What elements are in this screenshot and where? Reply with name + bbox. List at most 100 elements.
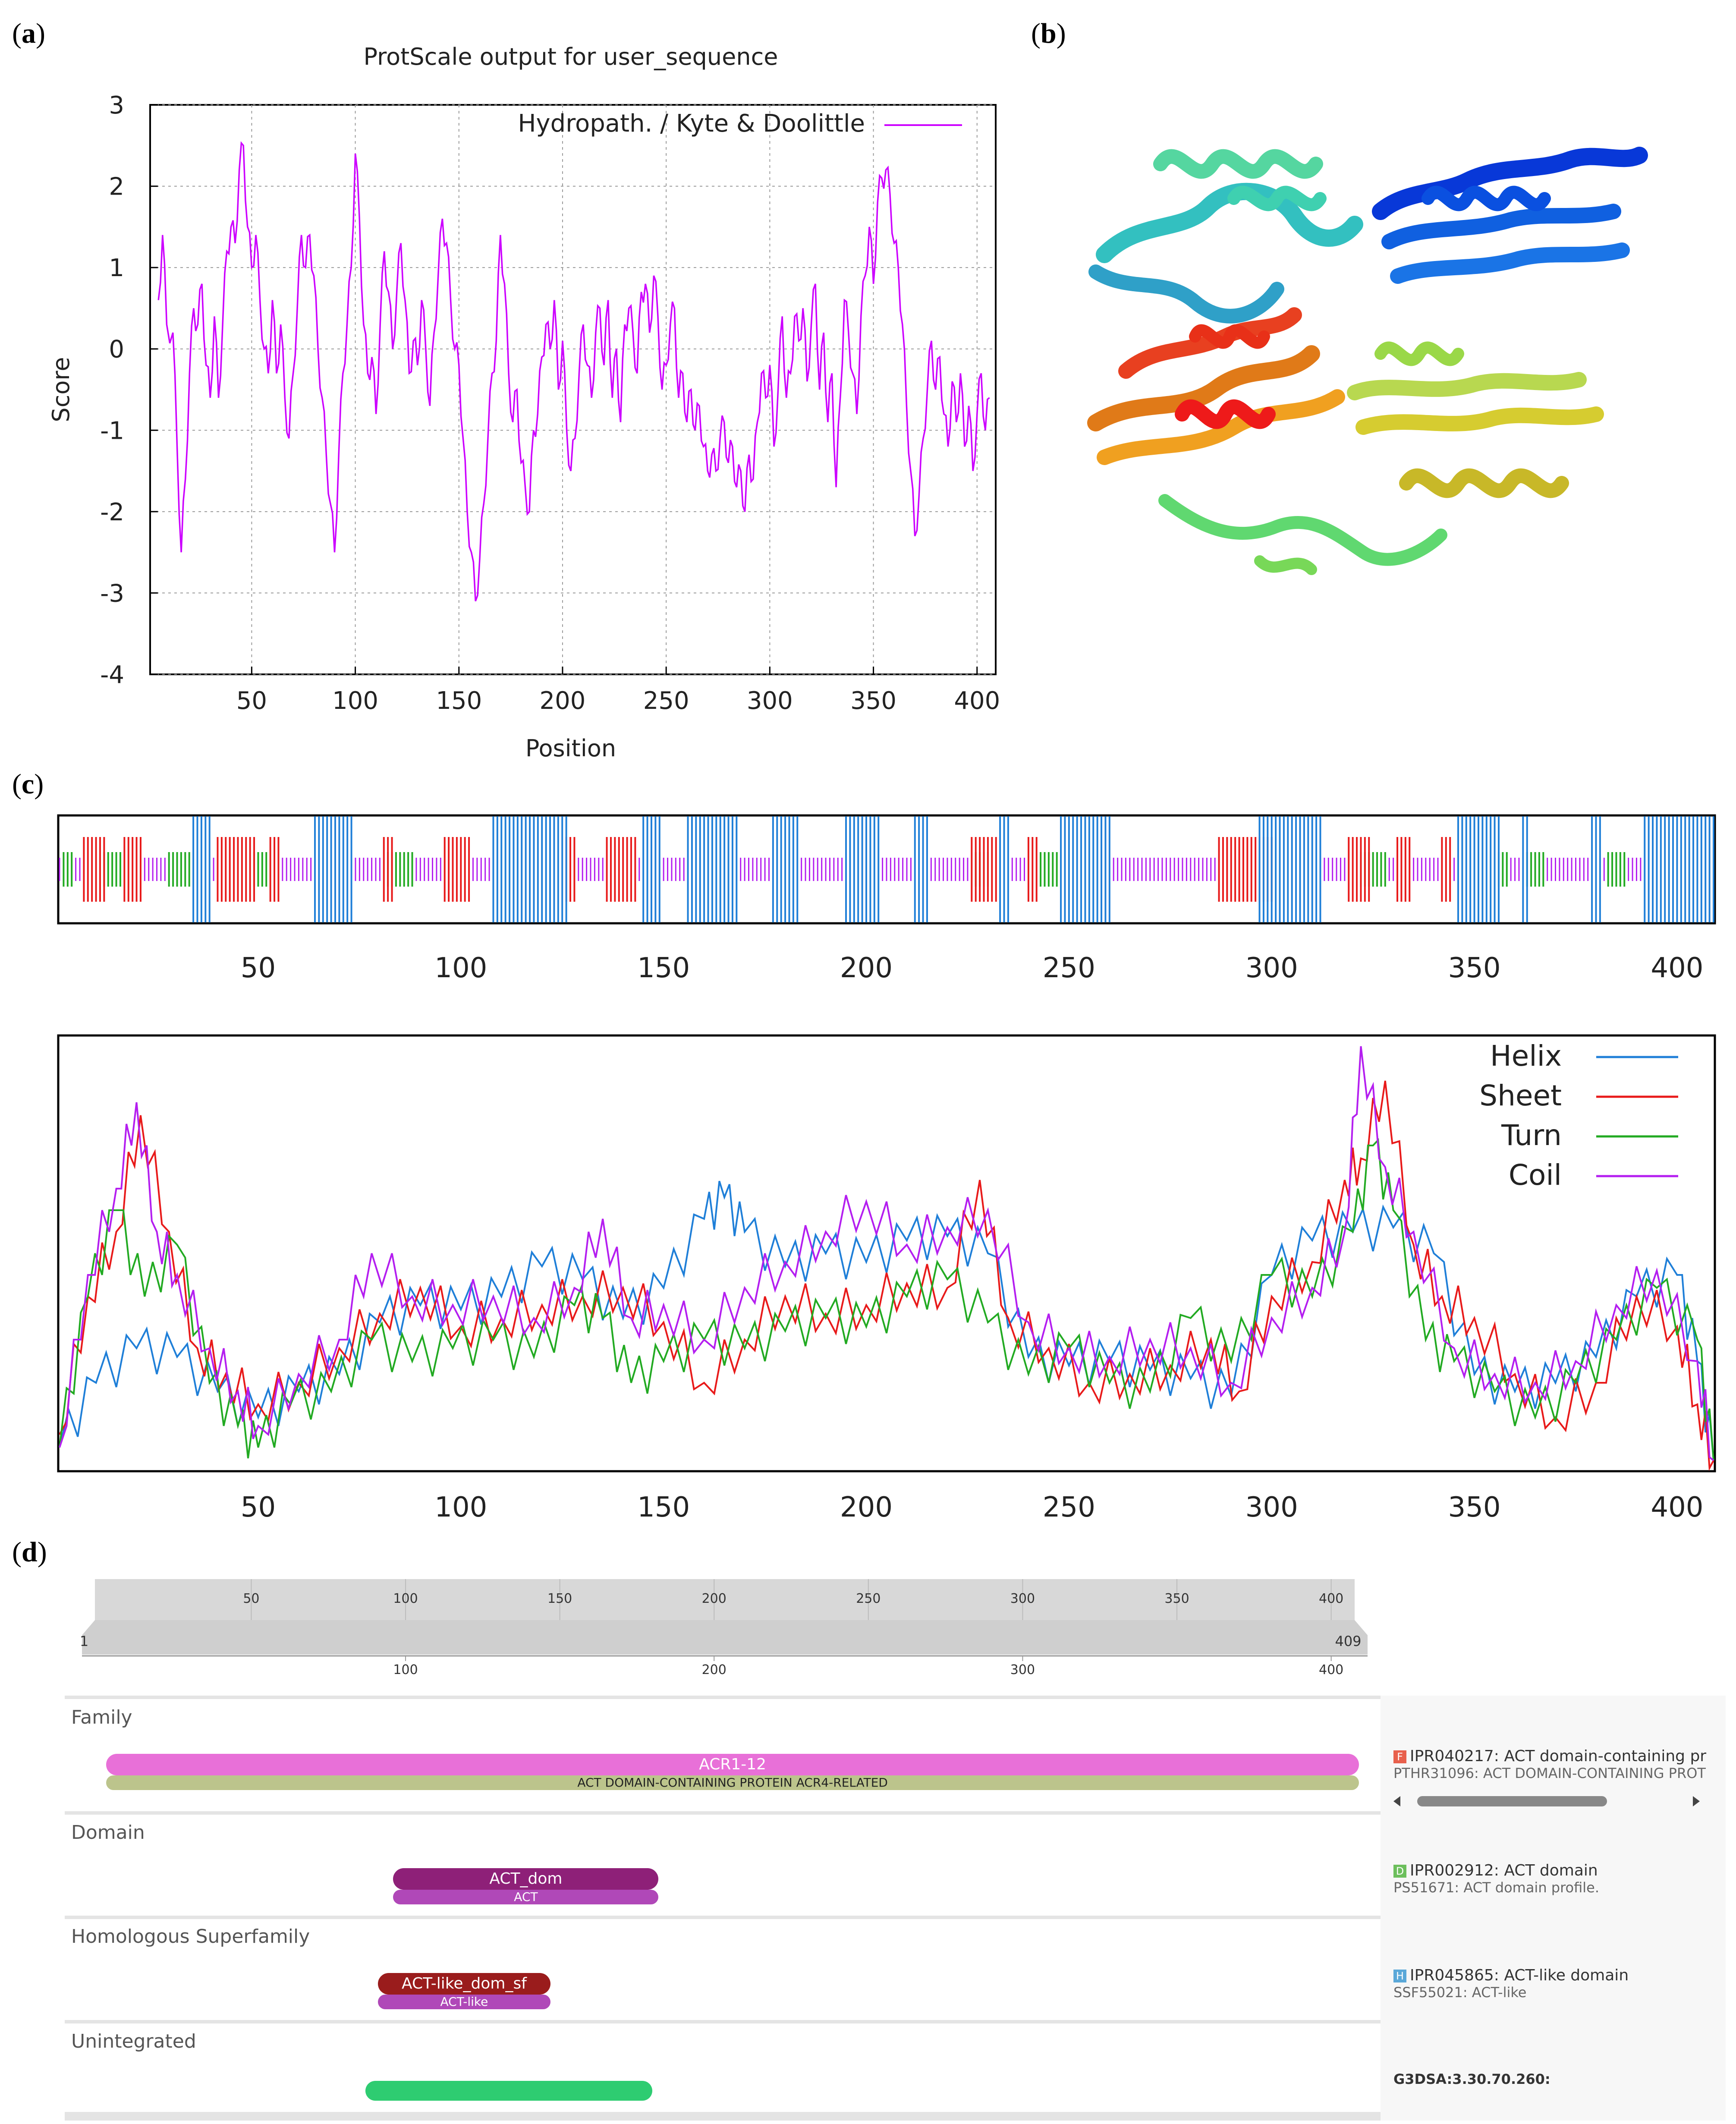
- ruler-top-tick-label: 250: [856, 1591, 881, 1606]
- track-xtick-label: 50: [241, 952, 276, 984]
- propensity-xtick-label: 350: [1448, 1492, 1500, 1523]
- unintegrated-bar-g3dsa[interactable]: [365, 2081, 653, 2101]
- hydropathy-ytick-label: -1: [100, 417, 124, 445]
- entry-domain-sub[interactable]: PS51671: ACT domain profile.: [1393, 1879, 1600, 1896]
- hydropathy-xtick-label: 50: [236, 687, 267, 715]
- family-bar-panther[interactable]: ACT DOMAIN-CONTAINING PROTEIN ACR4-RELAT…: [106, 1775, 1359, 1790]
- hydropathy-xtick-label: 250: [643, 687, 689, 715]
- propensity-line-turn: [59, 1138, 1714, 1461]
- track-xtick-label: 400: [1651, 952, 1703, 984]
- category-domain: Domain: [71, 1822, 145, 1844]
- separator: [65, 1916, 1381, 1919]
- ruler-top-tick-label: 350: [1164, 1591, 1189, 1606]
- hydropathy-ytick-label: 0: [109, 336, 124, 364]
- entries-panel: [1381, 1696, 1726, 2121]
- panel-label-b: (b): [1031, 18, 1066, 49]
- hydropathy-x-label: Position: [525, 735, 616, 762]
- protein-structure-image: [1087, 147, 1648, 575]
- ruler-bottom-tick-label: 400: [1319, 1662, 1343, 1677]
- hydropathy-series-line: [157, 141, 990, 601]
- track-xtick-label: 100: [434, 952, 487, 984]
- ruler-top-tick-label: 300: [1010, 1591, 1035, 1606]
- separator: [65, 1811, 1381, 1815]
- hydropathy-xtick-label: 300: [747, 687, 793, 715]
- secondary-structure-propensity-chart: Helix Sheet Turn Coil 50 100 150 200 250 300 3…: [57, 1034, 1716, 1523]
- track-xtick-label: 150: [637, 952, 690, 984]
- entry-family-id[interactable]: IPR040217: ACT domain-containing pr: [1410, 1747, 1707, 1765]
- ruler-bottom-tick-label: 200: [702, 1662, 726, 1677]
- sequence-ruler: 50 100 150 200 250 300 350 400 100 200 300 400 1 409: [80, 1579, 1368, 1677]
- track-xtick-label: 200: [840, 952, 893, 984]
- propensity-xtick-label: 300: [1245, 1492, 1298, 1523]
- hydropathy-xtick-label: 350: [850, 687, 896, 715]
- legend-coil-label: Coil: [1509, 1158, 1562, 1192]
- entry-unintegrated[interactable]: G3DSA:3.30.70.260:: [1393, 2071, 1721, 2087]
- hydropathy-xtick-label: 400: [954, 687, 1000, 715]
- panel-label-c: (c): [12, 768, 44, 800]
- propensity-line-coil: [59, 1046, 1714, 1461]
- propensity-xtick-label: 250: [1043, 1492, 1095, 1523]
- propensity-xtick-label: 400: [1651, 1492, 1703, 1523]
- ruler-bottom-tick-label: 300: [1010, 1662, 1035, 1677]
- hydropathy-title: ProtScale output for user_sequence: [364, 43, 778, 70]
- hydropathy-xtick-label: 200: [540, 687, 586, 715]
- legend-helix-label: Helix: [1490, 1039, 1562, 1073]
- scroll-left-icon[interactable]: [1393, 1796, 1400, 1806]
- entry-unintegrated-sub[interactable]: G3DSA:3.30.70.260:: [1393, 2071, 1550, 2087]
- hydropathy-xtick-label: 100: [332, 687, 378, 715]
- entry-domain[interactable]: D IPR002912: ACT domain PS51671: ACT doma…: [1393, 1862, 1721, 1896]
- track-xtick-label: 250: [1043, 952, 1095, 984]
- ruler-top-tick-label: 200: [702, 1591, 726, 1606]
- scroll-right-icon[interactable]: [1693, 1796, 1700, 1806]
- interpro-domain-view: 50 100 150 200 250 300 350 400 100 200 300 400 1 409 …: [0, 1570, 1736, 2124]
- domain-bar-act[interactable]: ACT: [393, 1890, 659, 1904]
- propensity-xtick-label: 50: [241, 1492, 276, 1523]
- panel-label-a: (a): [12, 18, 45, 49]
- hydropathy-chart: ProtScale output for user_sequence 3 2 1 0 -…: [47, 43, 1000, 762]
- secondary-structure-track: 50 100 150 200 250 300 350 400: [57, 814, 1716, 984]
- legend-sheet-label: Sheet: [1479, 1079, 1562, 1112]
- superfamily-badge: H: [1393, 1970, 1406, 1982]
- entry-family[interactable]: F IPR040217: ACT domain-containing pr PTH…: [1393, 1747, 1721, 1781]
- track-xtick-label: 300: [1245, 952, 1298, 984]
- family-badge: F: [1393, 1750, 1406, 1763]
- hydropathy-ytick-label: 1: [109, 254, 124, 282]
- superfamily-bar-act-like[interactable]: ACT-like: [377, 1995, 551, 2009]
- hydropathy-xtick-label: 150: [436, 687, 482, 715]
- ruler-top-tick-label: 150: [547, 1591, 572, 1606]
- separator: [65, 1696, 1381, 1699]
- scroll-thumb[interactable]: [1417, 1796, 1607, 1806]
- hydropathy-ytick-label: 2: [109, 173, 124, 201]
- propensity-xtick-label: 200: [840, 1492, 893, 1523]
- hydropathy-ytick-label: -2: [100, 498, 124, 526]
- family-bar-acr1-12[interactable]: ACR1-12: [106, 1754, 1359, 1775]
- entry-scrollbar[interactable]: [1393, 1793, 1708, 1810]
- hydropathy-y-label: Score: [47, 357, 75, 422]
- ruler-top-tick-label: 50: [243, 1591, 259, 1606]
- entry-domain-id[interactable]: IPR002912: ACT domain: [1410, 1862, 1598, 1879]
- hydropathy-ytick-label: 3: [109, 91, 124, 120]
- track-xtick-label: 350: [1448, 952, 1500, 984]
- ruler-start-label: 1: [80, 1633, 88, 1649]
- hydropathy-ytick-label: -3: [100, 579, 124, 607]
- propensity-xtick-label: 150: [637, 1492, 690, 1523]
- hydropathy-legend-label: Hydropath. / Kyte & Doolittle: [518, 110, 865, 138]
- ruler-bottom-tick-label: 100: [393, 1662, 418, 1677]
- entry-superfamily[interactable]: H IPR045865: ACT-like domain SSF55021: AC…: [1393, 1967, 1721, 2001]
- ruler-end-label: 409: [1335, 1633, 1361, 1649]
- separator: [65, 2112, 1381, 2121]
- propensity-xtick-label: 100: [434, 1492, 487, 1523]
- entry-superfamily-id[interactable]: IPR045865: ACT-like domain: [1410, 1967, 1629, 1984]
- domain-bar-act-dom[interactable]: ACT_dom: [393, 1868, 659, 1890]
- ruler-top-tick-label: 100: [393, 1591, 418, 1606]
- separator: [65, 2020, 1381, 2023]
- entry-family-sub[interactable]: PTHR31096: ACT DOMAIN-CONTAINING PROT: [1393, 1765, 1706, 1781]
- entry-superfamily-sub[interactable]: SSF55021: ACT-like: [1393, 1984, 1527, 2001]
- domain-badge: D: [1393, 1865, 1406, 1878]
- hydropathy-ytick-label: -4: [100, 661, 124, 689]
- category-unintegrated: Unintegrated: [71, 2030, 196, 2052]
- superfamily-bar-act-like-dom-sf[interactable]: ACT-like_dom_sf: [377, 1973, 551, 1995]
- panel-label-d: (d): [12, 1536, 47, 1568]
- category-homologous-superfamily: Homologous Superfamily: [71, 1926, 310, 1948]
- legend-turn-label: Turn: [1501, 1119, 1562, 1152]
